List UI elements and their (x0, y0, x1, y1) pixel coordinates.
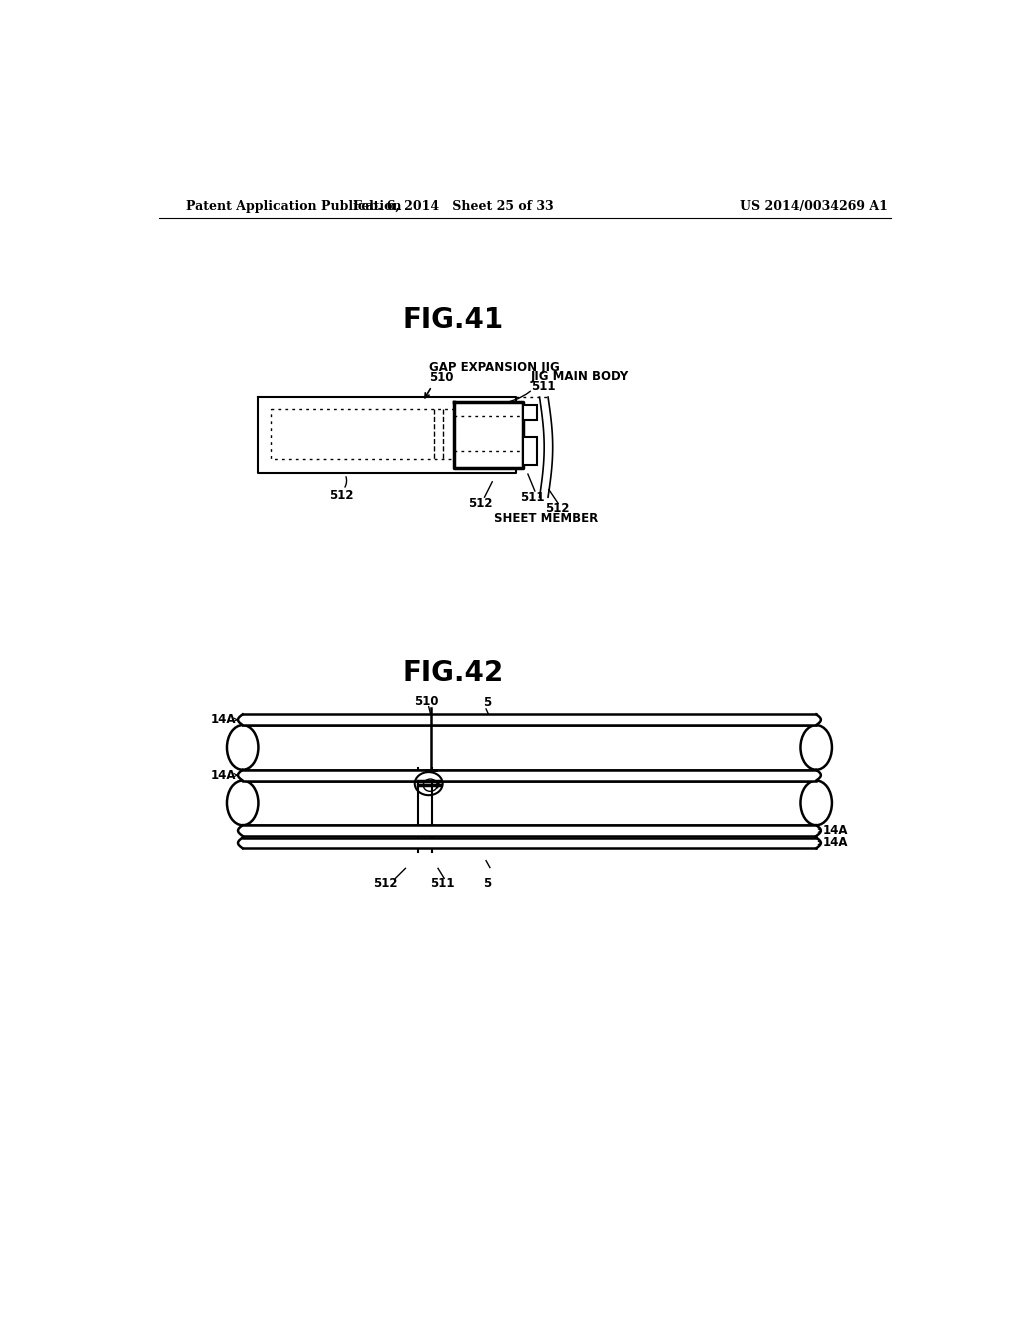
Bar (243, 780, 816, 825)
Text: US 2014/0034269 A1: US 2014/0034269 A1 (740, 199, 888, 213)
Text: 512: 512 (373, 878, 397, 890)
Bar (454, 403, 523, 469)
Text: FIG.42: FIG.42 (402, 659, 504, 686)
Text: 14A: 14A (211, 768, 237, 781)
Text: 511: 511 (520, 491, 545, 504)
Text: 510: 510 (414, 694, 438, 708)
Text: 512: 512 (545, 502, 569, 515)
Ellipse shape (801, 725, 831, 770)
Text: Feb. 6, 2014   Sheet 25 of 33: Feb. 6, 2014 Sheet 25 of 33 (353, 199, 554, 213)
Text: 14A: 14A (822, 824, 848, 837)
Bar (243, 838, 816, 849)
Text: 512: 512 (329, 490, 353, 502)
Bar (243, 725, 816, 770)
Text: 512: 512 (468, 496, 493, 510)
Text: FIG.41: FIG.41 (402, 306, 504, 334)
Text: 5: 5 (482, 878, 490, 890)
Ellipse shape (801, 780, 831, 825)
Text: 511: 511 (430, 878, 455, 890)
Text: GAP EXPANSION JIG: GAP EXPANSION JIG (429, 362, 559, 375)
Text: Patent Application Publication: Patent Application Publication (186, 199, 401, 213)
Text: 14A: 14A (822, 837, 848, 850)
Bar (243, 825, 816, 836)
Bar (243, 770, 816, 780)
Text: SHEET MEMBER: SHEET MEMBER (495, 512, 599, 525)
Text: 510: 510 (429, 371, 454, 384)
Text: 5: 5 (482, 696, 490, 709)
Text: 511: 511 (531, 380, 555, 393)
Ellipse shape (227, 725, 258, 770)
Bar (523, 437, 538, 465)
Ellipse shape (227, 780, 258, 825)
Text: JIG MAIN BODY: JIG MAIN BODY (531, 370, 630, 383)
Text: 14A: 14A (211, 713, 237, 726)
Bar (523, 405, 538, 420)
Bar (243, 714, 816, 725)
